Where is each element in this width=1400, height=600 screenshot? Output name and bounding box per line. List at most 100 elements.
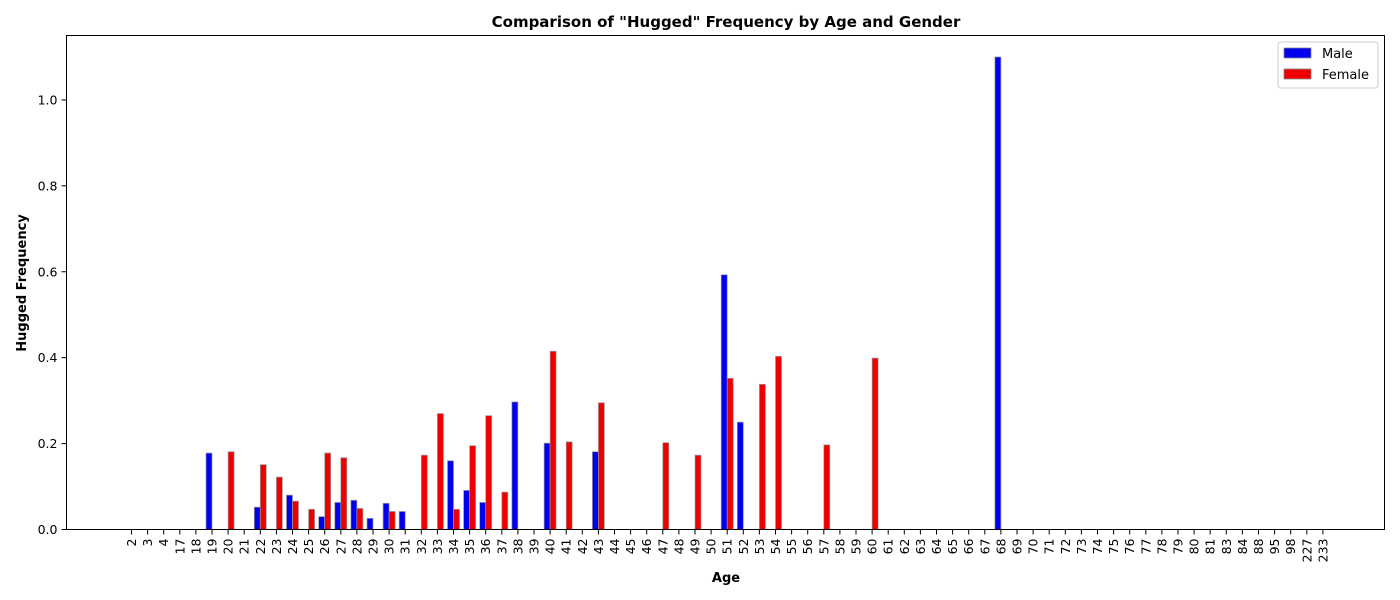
bar-female-43: [598, 402, 605, 530]
x-tick-label: 44: [607, 538, 622, 554]
x-tick-label: 67: [977, 539, 992, 555]
x-tick-label: 35: [462, 539, 477, 555]
x-axis-label: Age: [712, 571, 740, 586]
x-tick-label: 72: [1058, 539, 1073, 555]
bar-male-29: [366, 517, 374, 530]
y-tick-label: 0.2: [38, 436, 58, 451]
x-tick-label: 71: [1042, 539, 1057, 555]
bar-female-33: [437, 413, 444, 530]
x-tick-label: 43: [591, 539, 606, 555]
x-tick-label: 68: [993, 538, 1008, 554]
x-tick-label: 95: [1267, 539, 1282, 555]
y-tick-label: 0.4: [38, 350, 58, 365]
x-tick-label: 28: [349, 538, 364, 554]
bar-male-28: [350, 499, 358, 530]
x-tick-label: 17: [172, 539, 187, 555]
bar-female-51: [726, 377, 734, 530]
x-tick-label: 32: [414, 539, 429, 555]
x-tick-label: 37: [494, 539, 509, 555]
bar-male-30: [382, 502, 390, 530]
x-tick-label: 81: [1203, 539, 1218, 555]
bar-male-43: [592, 451, 599, 530]
x-tick-label: 26: [317, 538, 332, 554]
x-tick-label: 48: [671, 538, 686, 554]
x-tick-label: 64: [929, 538, 944, 554]
bar-male-36: [479, 502, 487, 530]
x-tick-label: 76: [1122, 538, 1137, 554]
bar-male-35: [463, 490, 470, 530]
x-tick-label: 66: [961, 538, 976, 554]
bar-female-40: [549, 350, 557, 530]
bar-male-52: [736, 421, 744, 530]
legend-label-male: Male: [1322, 47, 1353, 62]
y-axis-ticks: 0.0 0.2 0.4 0.6 0.8 1.0: [38, 92, 67, 537]
x-tick-label: 46: [639, 538, 654, 554]
chart-title: Comparison of "Hugged" Frequency by Age …: [492, 13, 961, 31]
bar-female-22: [259, 464, 267, 530]
x-tick-label: 52: [736, 539, 751, 555]
bar-male-27: [334, 502, 342, 530]
x-tick-label: 77: [1138, 539, 1153, 555]
x-tick-label: 227: [1299, 539, 1314, 563]
bar-male-51: [720, 274, 728, 530]
x-tick-label: 34: [446, 538, 461, 554]
x-tick-label: 74: [1090, 538, 1105, 554]
x-tick-label: 233: [1315, 539, 1330, 563]
x-tick-label: 18: [188, 538, 203, 554]
x-tick-label: 38: [510, 538, 525, 554]
y-tick-label: 0.6: [38, 264, 58, 279]
bar-female-37: [501, 491, 509, 530]
bar-male-38: [511, 401, 519, 530]
x-tick-label: 42: [575, 539, 590, 555]
plot-frame: [66, 35, 1385, 530]
x-tick-label: 36: [478, 538, 493, 554]
bar-female-20: [227, 451, 235, 530]
x-tick-label: 69: [1010, 538, 1025, 554]
x-tick-label: 4: [156, 538, 171, 546]
x-tick-label: 58: [832, 538, 847, 554]
x-tick-label: 65: [945, 539, 960, 555]
x-tick-label: 3: [140, 539, 155, 547]
x-tick-label: 70: [1026, 538, 1041, 554]
x-tick-label: 79: [1171, 538, 1186, 554]
bar-female-30: [388, 511, 396, 530]
x-tick-label: 78: [1154, 538, 1169, 554]
x-tick-label: 31: [398, 539, 413, 555]
x-tick-label: 56: [800, 538, 815, 554]
x-tick-label: 39: [527, 538, 542, 554]
bar-male-31: [398, 511, 406, 530]
x-tick-label: 55: [784, 539, 799, 555]
bar-male-26: [318, 516, 326, 530]
x-tick-label: 25: [301, 539, 316, 555]
x-tick-label: 19: [205, 538, 220, 554]
x-tick-label: 23: [269, 539, 284, 555]
x-tick-label: 54: [768, 538, 783, 554]
bar-male-68: [994, 56, 1002, 530]
legend: Male Female: [1277, 41, 1379, 89]
bar-female-23: [276, 476, 283, 530]
x-tick-label: 47: [655, 539, 670, 555]
bar-female-57: [823, 444, 831, 530]
bar-female-36: [485, 415, 493, 530]
x-tick-label: 40: [543, 538, 558, 554]
x-tick-label: 21: [237, 539, 252, 555]
x-tick-label: 59: [849, 538, 864, 554]
x-axis-ticks: 2 3 4 17 18 19 20 21 22 23 24 25 26 27 28 29 30 31 32 33 34 3…: [124, 529, 1330, 563]
x-tick-label: 57: [816, 539, 831, 555]
y-tick-label: 0.8: [38, 178, 58, 193]
x-tick-label: 73: [1074, 539, 1089, 555]
bar-female-34: [453, 508, 460, 530]
x-tick-label: 51: [720, 539, 735, 555]
x-tick-label: 27: [333, 539, 348, 555]
x-tick-label: 22: [253, 539, 268, 555]
x-tick-label: 84: [1235, 538, 1250, 554]
x-tick-label: 61: [881, 539, 896, 555]
bar-female-47: [662, 442, 670, 530]
x-tick-label: 41: [559, 539, 574, 555]
x-tick-label: 98: [1283, 538, 1298, 554]
x-tick-label: 24: [285, 538, 300, 554]
bar-female-49: [694, 454, 702, 530]
legend-label-female: Female: [1322, 68, 1369, 83]
bar-female-35: [469, 445, 476, 530]
